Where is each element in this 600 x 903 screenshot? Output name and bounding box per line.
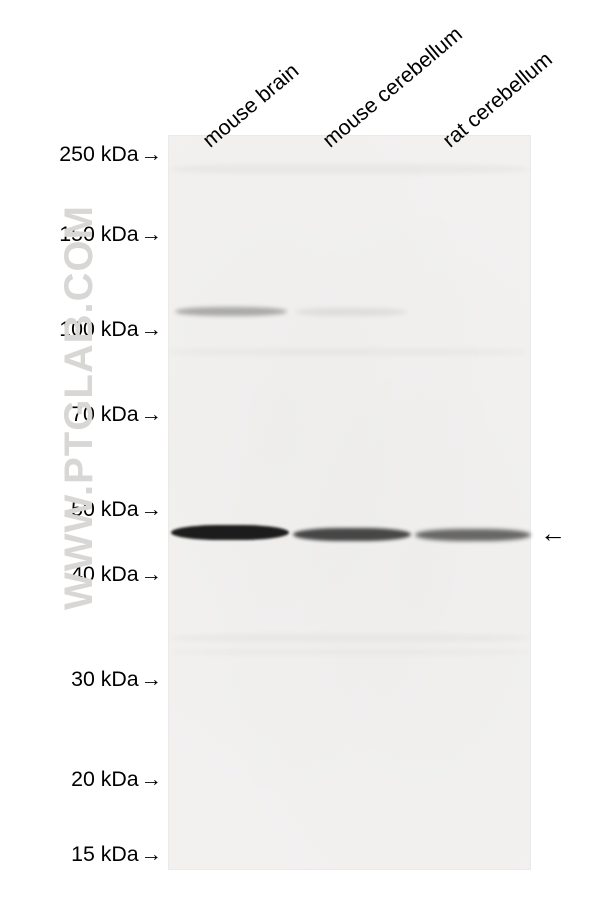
arrow-right-icon: →	[141, 222, 162, 246]
main-band-lane2	[293, 528, 411, 541]
main-band-lane1	[171, 525, 289, 540]
faint-background-band	[169, 348, 530, 356]
watermark-text: WWW.PTGLAB.COM	[57, 205, 102, 610]
mw-marker: 15 kDa→	[71, 842, 162, 867]
mw-marker-label: 30 kDa	[71, 667, 139, 691]
arrow-right-icon: →	[141, 142, 162, 166]
main-band-lane3	[415, 529, 531, 541]
arrow-right-icon: →	[141, 842, 162, 866]
arrow-right-icon: →	[141, 667, 162, 691]
blot-membrane	[168, 135, 531, 870]
arrow-right-icon: →	[141, 497, 162, 521]
mw-marker-label: 20 kDa	[71, 767, 139, 791]
faint-background-band	[169, 164, 530, 174]
target-band-arrow-icon: ←	[540, 518, 566, 549]
arrow-right-icon: →	[141, 767, 162, 791]
mw-marker-label: 15 kDa	[71, 842, 139, 866]
arrow-right-icon: →	[141, 317, 162, 341]
arrow-right-icon: →	[141, 402, 162, 426]
mw-marker: 20 kDa→	[71, 767, 162, 792]
nonspecific-110kda-lane2	[295, 308, 407, 316]
mw-marker: 250 kDa→	[59, 142, 162, 167]
nonspecific-110kda-lane1	[175, 307, 287, 316]
arrow-right-icon: →	[141, 562, 162, 586]
lane-labels-group: mouse brainmouse cerebellumrat cerebellu…	[168, 0, 531, 135]
mw-marker-label: 250 kDa	[59, 142, 138, 166]
faint-background-band	[169, 634, 530, 642]
faint-background-band	[169, 649, 530, 655]
western-blot-figure: mouse brainmouse cerebellumrat cerebellu…	[0, 0, 600, 903]
mw-marker: 30 kDa→	[71, 667, 162, 692]
